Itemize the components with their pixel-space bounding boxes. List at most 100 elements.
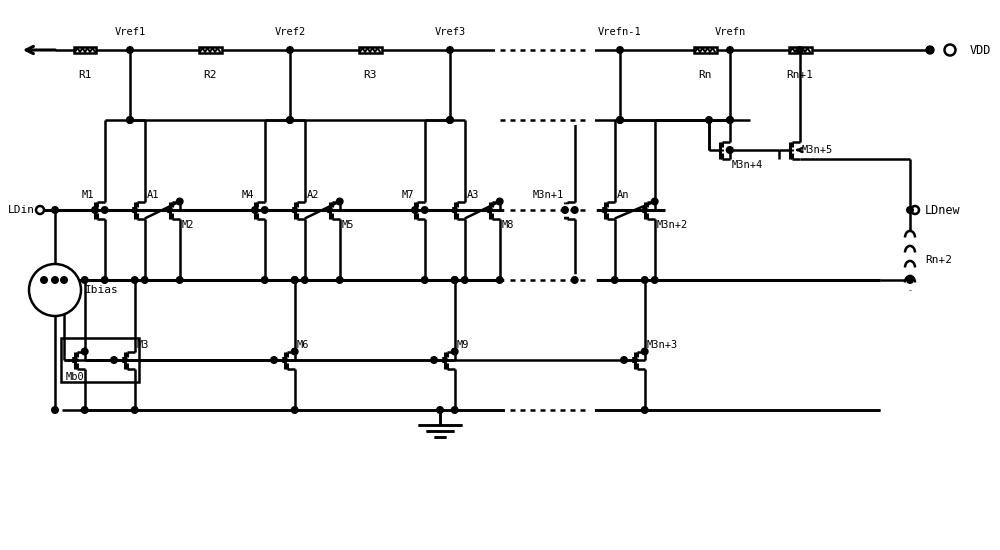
Circle shape [907, 277, 913, 283]
Bar [61, 338, 139, 382]
Circle shape [651, 277, 658, 283]
Circle shape [291, 348, 298, 355]
Circle shape [176, 198, 183, 205]
Bar [905, 230, 915, 290]
Text: M3n+1: M3n+1 [533, 190, 564, 201]
Circle shape [706, 117, 712, 123]
Text: Vref2: Vref2 [274, 27, 306, 37]
Circle shape [141, 277, 148, 283]
Text: R3: R3 [363, 70, 377, 80]
Circle shape [571, 277, 578, 283]
Bar [358, 47, 382, 53]
Circle shape [127, 47, 133, 53]
Circle shape [621, 357, 627, 364]
Text: Vrefn-1: Vrefn-1 [598, 27, 642, 37]
Text: R2: R2 [203, 70, 217, 80]
Circle shape [421, 207, 428, 213]
Circle shape [261, 277, 268, 283]
Circle shape [336, 277, 343, 283]
Circle shape [431, 357, 437, 364]
Circle shape [447, 47, 453, 53]
Circle shape [271, 357, 277, 364]
Circle shape [437, 406, 443, 413]
Text: M3: M3 [136, 340, 149, 350]
Text: Vrefn: Vrefn [714, 27, 746, 37]
Text: LDin: LDin [8, 205, 35, 215]
Circle shape [36, 206, 44, 214]
Circle shape [287, 47, 293, 53]
Text: Vref1: Vref1 [114, 27, 146, 37]
Circle shape [301, 277, 308, 283]
Circle shape [52, 207, 58, 213]
Text: Rn+2: Rn+2 [925, 255, 952, 265]
Circle shape [617, 117, 623, 123]
Circle shape [261, 207, 268, 213]
Circle shape [727, 117, 733, 123]
Circle shape [287, 117, 293, 123]
Text: M6: M6 [296, 340, 309, 350]
Circle shape [127, 117, 133, 123]
Circle shape [52, 406, 58, 413]
Circle shape [926, 46, 934, 54]
Text: Rn+1: Rn+1 [786, 70, 814, 80]
Text: Rn: Rn [698, 70, 712, 80]
Text: M1: M1 [82, 190, 94, 201]
Circle shape [451, 348, 458, 355]
Circle shape [81, 348, 88, 355]
Text: M9: M9 [456, 340, 469, 350]
Text: M3n+2: M3n+2 [657, 219, 688, 229]
Circle shape [451, 277, 458, 283]
Circle shape [291, 277, 298, 283]
Circle shape [727, 117, 733, 123]
Text: Mb0: Mb0 [66, 372, 84, 382]
Circle shape [451, 406, 458, 413]
Text: M3n+5: M3n+5 [802, 145, 833, 155]
Bar [788, 47, 812, 53]
Circle shape [944, 45, 956, 56]
Circle shape [496, 277, 503, 283]
Circle shape [176, 277, 183, 283]
Text: A1: A1 [147, 190, 159, 201]
Text: M4: M4 [242, 190, 254, 201]
Text: M5: M5 [342, 219, 354, 229]
Circle shape [641, 406, 648, 413]
Circle shape [336, 198, 343, 205]
Circle shape [131, 406, 138, 413]
Text: A3: A3 [467, 190, 479, 201]
Circle shape [611, 277, 618, 283]
Circle shape [412, 207, 418, 213]
Circle shape [81, 406, 88, 413]
Bar [694, 47, 716, 53]
Bar [198, 47, 222, 53]
Text: M8: M8 [502, 219, 514, 229]
Circle shape [127, 117, 133, 123]
Circle shape [451, 277, 458, 283]
Circle shape [796, 47, 803, 53]
Text: M2: M2 [182, 219, 194, 229]
Circle shape [651, 198, 658, 205]
Text: An: An [617, 190, 629, 201]
Text: VDD: VDD [970, 43, 991, 57]
Circle shape [41, 277, 47, 283]
Circle shape [496, 198, 503, 205]
Circle shape [562, 207, 568, 213]
Circle shape [617, 47, 623, 53]
Text: R1: R1 [78, 70, 92, 80]
Circle shape [111, 357, 117, 364]
Text: Vref3: Vref3 [434, 27, 466, 37]
Circle shape [291, 277, 298, 283]
Text: A2: A2 [307, 190, 319, 201]
Text: Ibias: Ibias [85, 285, 119, 295]
Text: M3n+4: M3n+4 [732, 160, 763, 169]
Circle shape [911, 206, 919, 214]
Circle shape [92, 207, 98, 213]
Text: LDnew: LDnew [925, 204, 961, 217]
Circle shape [101, 207, 108, 213]
Circle shape [641, 348, 648, 355]
Circle shape [252, 207, 258, 213]
Circle shape [101, 277, 108, 283]
Circle shape [727, 47, 733, 53]
Text: M7: M7 [402, 190, 414, 201]
Circle shape [287, 117, 293, 123]
Circle shape [421, 277, 428, 283]
